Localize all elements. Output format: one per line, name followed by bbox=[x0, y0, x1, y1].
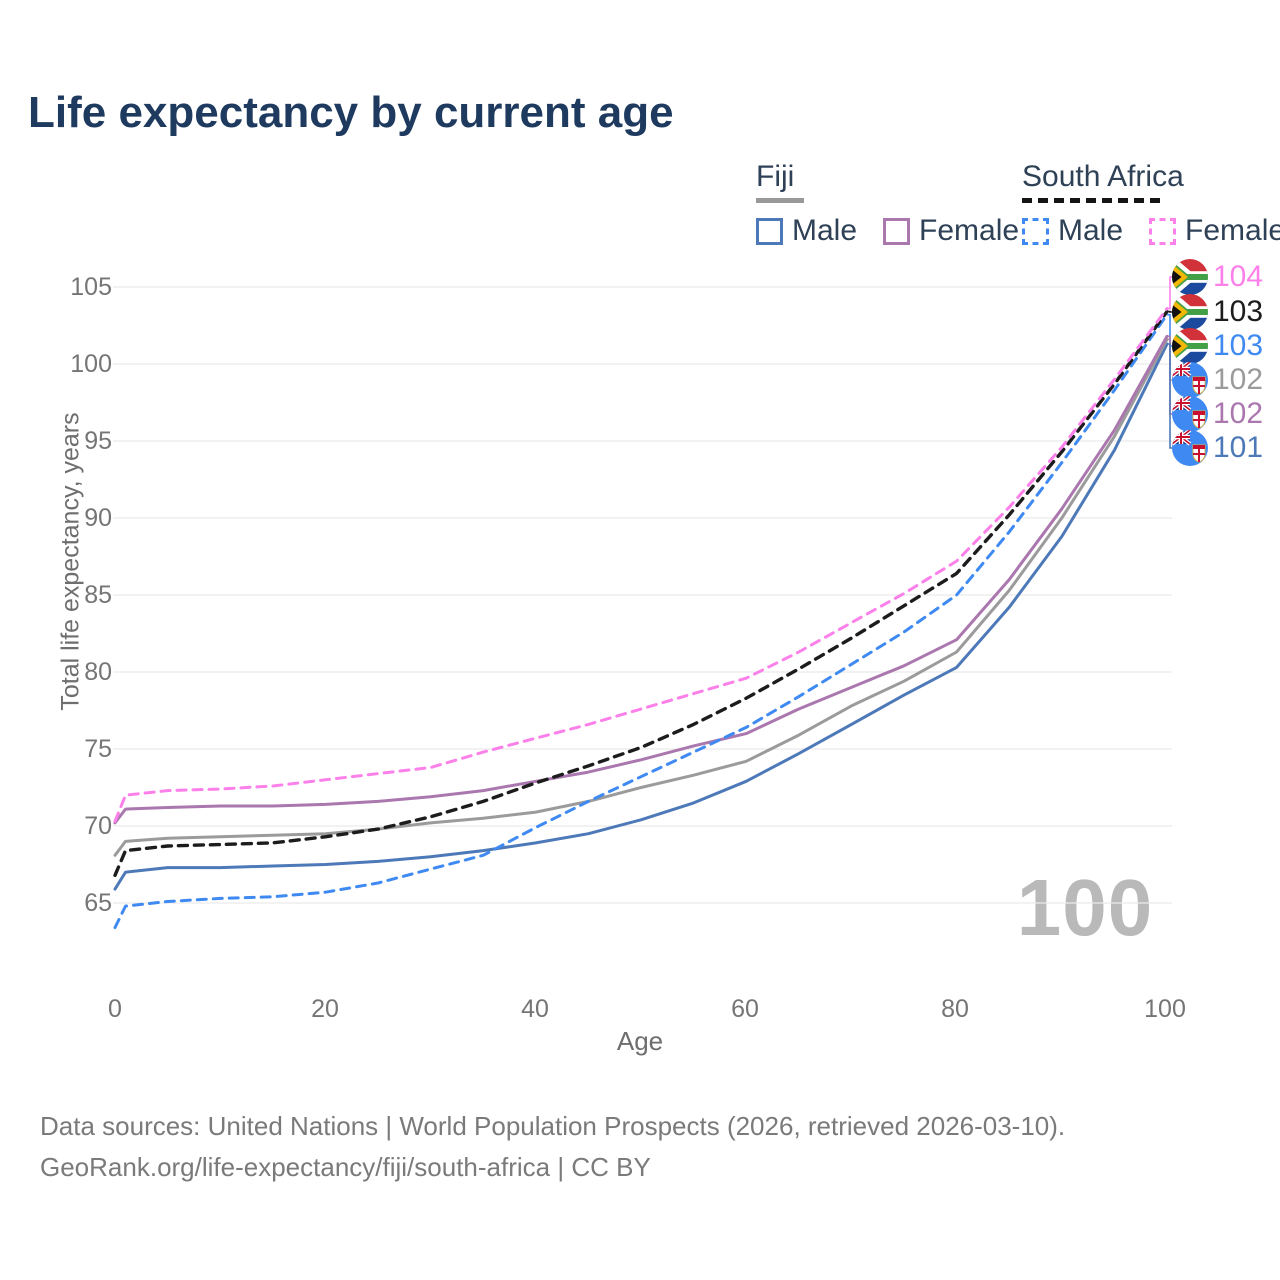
y-tick: 75 bbox=[84, 735, 112, 763]
end-label-value: 103 bbox=[1213, 329, 1264, 362]
end-label-row: 102 bbox=[1172, 396, 1263, 432]
legend-country-fiji: Fiji bbox=[756, 160, 1019, 203]
end-label-value: 103 bbox=[1213, 295, 1264, 328]
legend-item-south-africa-female[interactable]: Female bbox=[1149, 214, 1280, 248]
legend-country-south-africa: South Africa bbox=[1022, 160, 1280, 203]
end-label-row: 103 bbox=[1172, 328, 1263, 364]
fiji-flag-icon bbox=[1172, 362, 1208, 398]
y-tick: 95 bbox=[84, 427, 112, 455]
fiji-flag-icon bbox=[1172, 396, 1208, 432]
legend-items-south-africa: Male Female bbox=[1022, 214, 1280, 248]
south-africa-dashed-line-swatch bbox=[1022, 198, 1164, 203]
x-tick: 20 bbox=[311, 995, 339, 1023]
page-title: Life expectancy by current age bbox=[28, 88, 674, 137]
y-tick: 90 bbox=[84, 504, 112, 532]
x-tick: 80 bbox=[941, 995, 969, 1023]
end-label-value: 102 bbox=[1213, 363, 1264, 396]
x-tick: 60 bbox=[731, 995, 759, 1023]
south-africa-flag-icon bbox=[1172, 328, 1208, 364]
legend-item-south-africa-male[interactable]: Male bbox=[1022, 214, 1123, 248]
y-axis-title: Total life expectancy, years bbox=[56, 412, 85, 711]
y-tick: 100 bbox=[70, 350, 112, 378]
end-label-value: 104 bbox=[1213, 260, 1264, 293]
end-label-row: 102 bbox=[1172, 362, 1263, 398]
fiji-male-swatch bbox=[756, 217, 783, 245]
y-tick: 105 bbox=[70, 273, 112, 301]
legend-item-fiji-female[interactable]: Female bbox=[883, 214, 1019, 248]
fiji-solid-line-swatch bbox=[756, 198, 804, 203]
end-label-row: 101 bbox=[1172, 430, 1263, 466]
south-africa-female-swatch bbox=[1149, 217, 1177, 245]
south-africa-flag-icon bbox=[1172, 294, 1208, 330]
y-tick: 65 bbox=[84, 889, 112, 917]
fiji-female-swatch bbox=[883, 217, 911, 245]
end-label-value: 102 bbox=[1213, 397, 1264, 430]
south-africa-flag-icon bbox=[1172, 259, 1208, 295]
age-watermark: 100 bbox=[1016, 863, 1154, 952]
end-label-row: 103 bbox=[1172, 294, 1263, 330]
legend-group-fiji: Fiji Male Female bbox=[756, 160, 1019, 248]
legend-item-fiji-male[interactable]: Male bbox=[756, 214, 857, 248]
x-tick: 40 bbox=[521, 995, 549, 1023]
legend-group-south-africa: South Africa Male Female bbox=[1022, 160, 1280, 248]
source-line-2: GeoRank.org/life-expectancy/fiji/south-a… bbox=[40, 1152, 651, 1182]
legend-label: Female bbox=[1185, 214, 1280, 247]
source-line-1: Data sources: United Nations | World Pop… bbox=[40, 1111, 1066, 1141]
legend: Fiji Male Female South Africa bbox=[756, 160, 1280, 247]
fiji-flag-icon bbox=[1172, 430, 1208, 466]
south-africa-male-swatch bbox=[1022, 217, 1049, 245]
legend-label: Female bbox=[919, 214, 1020, 247]
legend-label: Male bbox=[792, 214, 858, 247]
legend-label: Male bbox=[1058, 214, 1124, 247]
end-label-value: 101 bbox=[1213, 431, 1264, 464]
y-tick: 70 bbox=[84, 812, 112, 840]
x-tick: 100 bbox=[1144, 995, 1186, 1023]
x-tick: 0 bbox=[108, 995, 122, 1023]
source-attribution: Data sources: United Nations | World Pop… bbox=[40, 1106, 1065, 1188]
y-tick: 80 bbox=[84, 658, 112, 686]
end-label-row: 104 bbox=[1172, 259, 1263, 295]
legend-items-fiji: Male Female bbox=[756, 214, 1019, 248]
y-tick: 85 bbox=[84, 581, 112, 609]
x-axis-title: Age bbox=[616, 1026, 664, 1056]
